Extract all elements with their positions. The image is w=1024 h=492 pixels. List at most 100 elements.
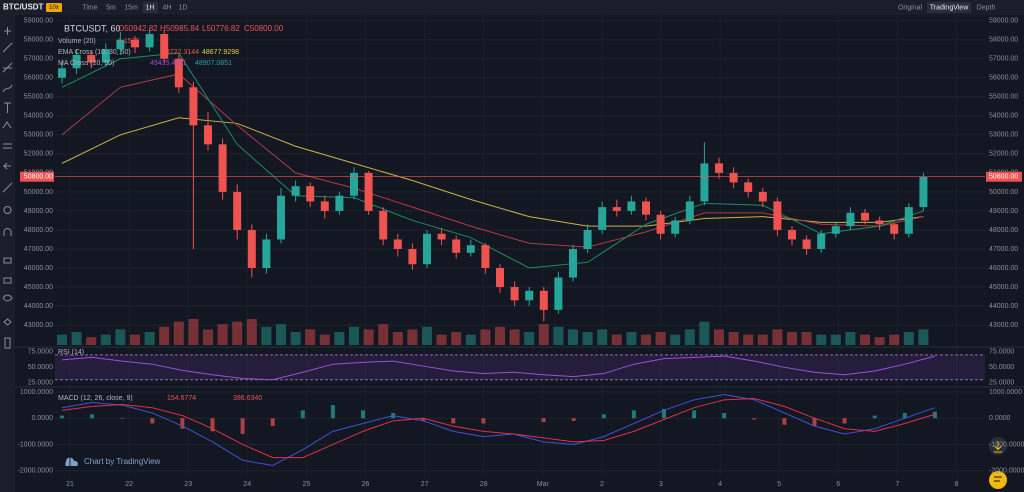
candle-body bbox=[919, 176, 928, 208]
macd-histogram-bar bbox=[601, 414, 606, 419]
candle-body bbox=[437, 233, 446, 240]
candle-body bbox=[715, 163, 723, 173]
volume-bar bbox=[714, 329, 724, 345]
volume-bar bbox=[378, 324, 389, 345]
volume-bar bbox=[816, 334, 827, 345]
x-tick-label: 25 bbox=[303, 481, 311, 488]
candle-body bbox=[364, 172, 373, 211]
candle-body bbox=[729, 172, 738, 183]
y-tick-label-left: 48000.00 bbox=[24, 227, 53, 234]
candle-body bbox=[802, 239, 811, 249]
volume-bar bbox=[144, 332, 155, 345]
candle-body bbox=[554, 277, 563, 310]
y-tick-label: 52000.00 bbox=[989, 151, 1018, 158]
macd-histogram-bar bbox=[662, 409, 666, 419]
candle-body bbox=[218, 144, 227, 192]
volume-bar bbox=[422, 326, 432, 345]
candle-body bbox=[627, 201, 636, 211]
volume-bar bbox=[611, 334, 622, 345]
active-view-bg bbox=[927, 2, 971, 13]
y-tick-label-left: 45000.00 bbox=[24, 284, 53, 291]
candle-body bbox=[569, 248, 577, 278]
volume-bar bbox=[670, 334, 681, 345]
candle-body bbox=[583, 229, 592, 249]
volume-bar bbox=[71, 332, 82, 345]
x-tick-label: 22 bbox=[125, 481, 133, 488]
candle-body bbox=[87, 54, 96, 63]
interval[interactable]: 15m bbox=[124, 4, 138, 11]
macd-histogram-bar bbox=[361, 410, 365, 419]
y-tick-label: 53000.00 bbox=[989, 132, 1018, 139]
volume-bar bbox=[699, 321, 710, 345]
chat-button[interactable] bbox=[989, 471, 1007, 489]
volume-bar bbox=[889, 334, 900, 345]
view-tab[interactable]: Depth bbox=[977, 4, 996, 11]
candle-body bbox=[233, 191, 242, 230]
macd-histogram-bar bbox=[631, 410, 636, 419]
macd-legend-value: 154.6774 bbox=[167, 395, 196, 402]
y-tick-label: 57000.00 bbox=[989, 56, 1018, 63]
interval[interactable]: 5m bbox=[106, 4, 116, 11]
y-tick-label-left: 44000.00 bbox=[24, 303, 53, 310]
x-tick-label: 7 bbox=[895, 481, 899, 488]
x-tick-label: 21 bbox=[66, 481, 74, 488]
tv-logo bbox=[65, 457, 78, 466]
candle-body bbox=[700, 163, 709, 202]
candle-body bbox=[904, 207, 913, 234]
rsi-tick-label: 50.0000 bbox=[989, 364, 1014, 371]
x-tick-label: 27 bbox=[421, 481, 429, 488]
macd-line bbox=[61, 394, 936, 467]
volume-bar bbox=[392, 332, 403, 345]
macd-histogram-bar bbox=[451, 418, 456, 424]
volume-bar bbox=[480, 329, 491, 345]
y-tick-label: 56000.00 bbox=[989, 75, 1018, 82]
rsi-label: RSI (14) bbox=[58, 349, 84, 356]
volume-bar bbox=[903, 332, 914, 345]
legend-volume: Volume (20) bbox=[58, 38, 96, 45]
y-tick-label-left: 47000.00 bbox=[24, 246, 53, 253]
volume-bar bbox=[874, 337, 885, 345]
tool-icons bbox=[2, 27, 13, 349]
view-tab[interactable]: TradingView bbox=[930, 4, 969, 11]
volume-bar bbox=[334, 332, 345, 345]
volume-bar bbox=[436, 334, 447, 345]
volume-bar bbox=[246, 319, 257, 345]
chat-icon bbox=[994, 476, 1002, 482]
rsi-band bbox=[55, 354, 985, 380]
macd-histogram-bar bbox=[150, 418, 155, 424]
candle-body bbox=[685, 201, 694, 221]
interval[interactable]: 4H bbox=[163, 4, 172, 11]
volume-bar bbox=[757, 334, 768, 345]
volume-bar bbox=[100, 334, 111, 345]
y-tick-label: 48000.00 bbox=[989, 227, 1018, 234]
x-tick-label: Mar bbox=[537, 481, 550, 488]
view-tab[interactable]: Original bbox=[898, 4, 923, 11]
interval[interactable]: 1H bbox=[146, 4, 155, 11]
y-tick-label-left: 53000.00 bbox=[24, 132, 53, 139]
volume-bar bbox=[407, 329, 418, 345]
y-tick-label: 50000.00 bbox=[989, 189, 1018, 196]
candle-body bbox=[773, 201, 782, 230]
macd-tick-label-left: -1000.0000 bbox=[18, 441, 54, 448]
macd-histogram-bar bbox=[330, 405, 335, 419]
interval[interactable]: 1D bbox=[179, 4, 188, 11]
candle-body bbox=[861, 212, 869, 221]
legend-ema-value: 48722.3144 bbox=[162, 49, 199, 56]
legend-ohlc: L50776.82 bbox=[202, 24, 240, 33]
interval[interactable]: Time bbox=[82, 4, 97, 11]
candle-body bbox=[101, 49, 110, 63]
candle-body bbox=[890, 224, 899, 234]
y-tick-label: 59000.00 bbox=[989, 18, 1018, 25]
candle-body bbox=[758, 191, 767, 202]
volume-bar bbox=[232, 321, 243, 345]
macd-histogram-bar bbox=[722, 412, 727, 419]
volume-bar bbox=[743, 334, 754, 345]
legend-volume-value: 1.1576 bbox=[118, 38, 140, 45]
volume-bar bbox=[845, 332, 856, 345]
signal-line bbox=[61, 398, 936, 459]
legend-ohlc: C50800.00 bbox=[244, 24, 284, 33]
y-tick-label-left: 43000.00 bbox=[24, 322, 53, 329]
y-tick-label-left: 50000.00 bbox=[24, 189, 53, 196]
volume-bar bbox=[597, 329, 608, 345]
